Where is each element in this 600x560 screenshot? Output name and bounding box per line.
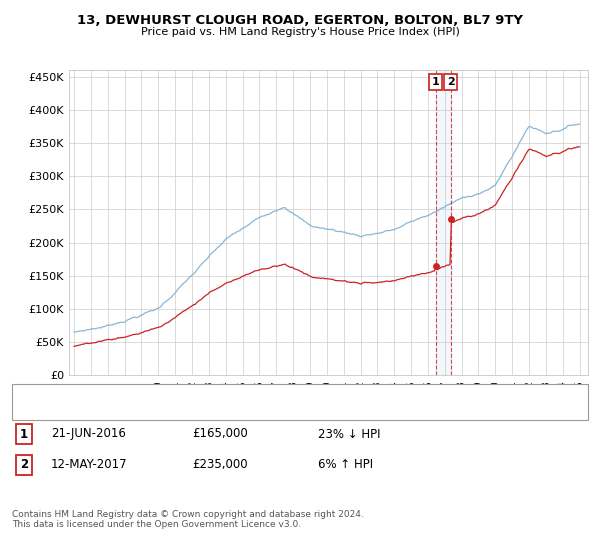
Text: £235,000: £235,000 [192,458,248,472]
Text: 1: 1 [20,427,28,441]
Bar [436,70,451,375]
Text: Contains HM Land Registry data © Crown copyright and database right 2024.
This d: Contains HM Land Registry data © Crown c… [12,510,364,529]
Text: 2: 2 [20,458,28,472]
Text: 21-JUN-2016: 21-JUN-2016 [51,427,126,441]
Text: ——: —— [24,385,52,399]
Text: 13, DEWHURST CLOUGH ROAD, EGERTON, BOLTON, BL7 9TY (detached house): 13, DEWHURST CLOUGH ROAD, EGERTON, BOLTO… [57,387,466,397]
Text: 1: 1 [432,77,440,87]
Text: 6% ↑ HPI: 6% ↑ HPI [318,458,373,472]
Text: 13, DEWHURST CLOUGH ROAD, EGERTON, BOLTON, BL7 9TY: 13, DEWHURST CLOUGH ROAD, EGERTON, BOLTO… [77,14,523,27]
Text: 2: 2 [447,77,455,87]
Text: ——: —— [24,403,52,418]
Text: HPI: Average price, detached house, Bolton: HPI: Average price, detached house, Bolt… [57,405,284,416]
Text: £165,000: £165,000 [192,427,248,441]
Text: Price paid vs. HM Land Registry's House Price Index (HPI): Price paid vs. HM Land Registry's House … [140,27,460,37]
Text: 12-MAY-2017: 12-MAY-2017 [51,458,128,472]
Text: 23% ↓ HPI: 23% ↓ HPI [318,427,380,441]
